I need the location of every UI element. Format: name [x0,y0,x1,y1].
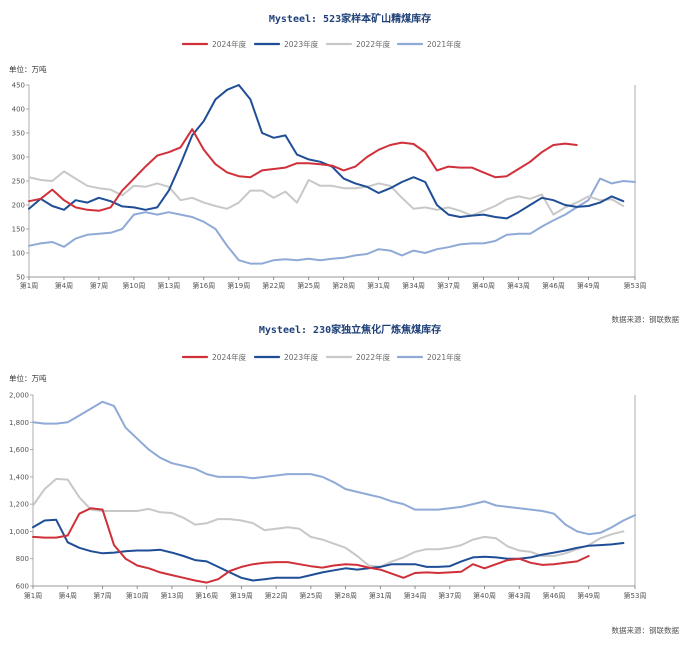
x-tick-label: 第53周 [624,591,647,600]
series-line-2021年度 [28,177,636,265]
x-tick-label: 第22周 [262,281,285,290]
series-line-2023年度 [28,84,625,220]
chart-title: Mysteel: 230家独立焦化厂炼焦煤库存 [259,323,441,336]
legend-label: 2023年度 [284,352,319,362]
y-tick-label: 300 [12,154,25,162]
legend-label: 2024年度 [212,39,247,49]
x-tick-label: 第43周 [507,281,530,290]
source-note: 数据来源：钢联数据 [612,314,680,324]
x-tick-label: 第28周 [334,591,357,600]
legend-label: 2023年度 [284,39,319,49]
x-tick-label: 第7周 [90,281,108,290]
x-tick-label: 第28周 [332,281,355,290]
legend-label: 2021年度 [427,39,462,49]
x-tick-label: 第49周 [577,591,600,600]
chart-1: Mysteel: 523家样本矿山精煤库存 2024年度 2023年度 2022年度 2… [9,12,679,324]
y-tick-label: 600 [16,583,29,591]
x-tick-label: 第13周 [157,281,180,290]
x-tick-label: 第46周 [543,591,566,600]
x-tick-label: 第13周 [160,591,183,600]
x-tick-label: 第34周 [404,591,427,600]
unit-label: 单位：万吨 [9,373,47,383]
series-line-2023年度 [32,518,625,582]
x-tick-label: 第4周 [55,281,73,290]
y-tick-label: 200 [12,202,25,210]
y-tick-label: 1,800 [9,419,29,427]
x-tick-label: 第10周 [126,591,149,600]
x-tick-label: 第19周 [230,591,253,600]
y-tick-label: 1,000 [9,528,29,536]
legend-label: 2022年度 [356,39,391,49]
x-tick-label: 第31周 [367,281,390,290]
chart-2: Mysteel: 230家独立焦化厂炼焦煤库存 2024年度 2023年度 2022年… [9,323,680,635]
y-tick-label: 1,200 [9,501,29,509]
x-tick-label: 第31周 [369,591,392,600]
x-tick-label: 第25周 [299,591,322,600]
legend-label: 2021年度 [427,352,462,362]
x-tick-label: 第16周 [195,591,218,600]
x-tick-label: 第49周 [577,281,600,290]
series-line-2024年度 [32,507,590,584]
x-tick-label: 第1周 [20,281,38,290]
x-tick-label: 第19周 [227,281,250,290]
y-tick-label: 250 [12,178,25,186]
series-line-2024年度 [28,128,578,212]
series-line-2021年度 [32,400,636,536]
x-tick-label: 第16周 [192,281,215,290]
x-tick-label: 第53周 [624,281,647,290]
chart-title: Mysteel: 523家样本矿山精煤库存 [269,12,431,25]
x-tick-label: 第37周 [437,281,460,290]
x-tick-label: 第46周 [542,281,565,290]
y-tick-label: 1,400 [9,473,29,481]
y-tick-label: 1,600 [9,446,29,454]
y-tick-label: 350 [12,130,25,138]
x-tick-label: 第7周 [93,591,111,600]
x-tick-label: 第40周 [472,281,495,290]
y-tick-label: 400 [12,106,25,114]
x-tick-label: 第4周 [58,591,76,600]
x-tick-label: 第40周 [473,591,496,600]
unit-label: 单位：万吨 [9,64,47,74]
x-tick-label: 第37周 [438,591,461,600]
x-tick-label: 第34周 [402,281,425,290]
y-tick-label: 2,000 [9,392,29,400]
x-tick-label: 第1周 [24,591,42,600]
series-line-2022年度 [28,170,625,217]
x-tick-label: 第43周 [508,591,531,600]
legend-label: 2022年度 [356,352,391,362]
x-tick-label: 第10周 [122,281,145,290]
series-line-2022年度 [32,477,625,568]
source-note: 数据来源：钢联数据 [612,625,680,635]
legend-label: 2024年度 [212,352,247,362]
y-tick-label: 150 [12,226,25,234]
y-tick-label: 100 [12,250,25,258]
y-tick-label: 50 [16,274,25,282]
x-tick-label: 第25周 [297,281,320,290]
x-tick-label: 第22周 [265,591,288,600]
y-tick-label: 450 [12,82,25,90]
y-tick-label: 800 [16,555,29,563]
